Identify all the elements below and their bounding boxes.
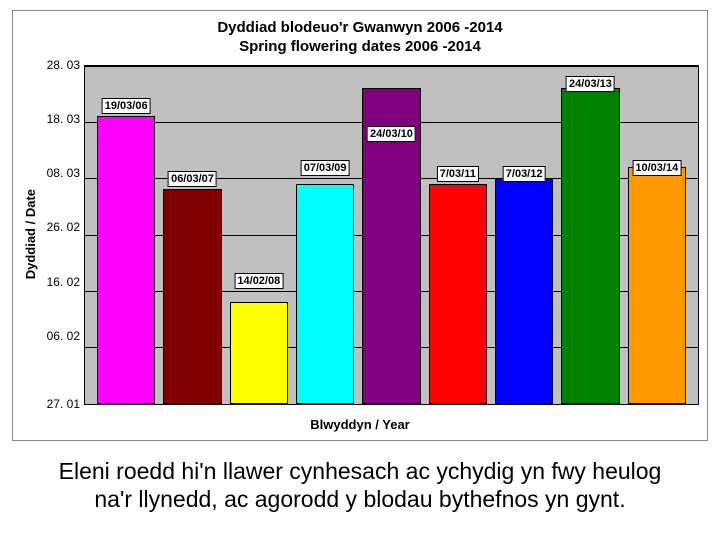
bar xyxy=(97,116,155,403)
bar-label: 07/03/09 xyxy=(301,160,350,176)
bar-label: 19/03/06 xyxy=(102,98,151,114)
chart-card: Dyddiad blodeuo'r Gwanwyn 2006 -2014 Spr… xyxy=(12,10,708,441)
chart-title: Dyddiad blodeuo'r Gwanwyn 2006 -2014 Spr… xyxy=(21,19,699,57)
y-tick: 27. 01 xyxy=(40,397,80,411)
y-tick: 28. 03 xyxy=(40,58,80,72)
bar-slot: 14/02/08 xyxy=(226,66,292,404)
bar-slot: 06/03/07 xyxy=(159,66,225,404)
chart-title-line2: Spring flowering dates 2006 -2014 xyxy=(239,38,481,55)
gridline xyxy=(85,404,698,405)
bar-slot: 7/03/11 xyxy=(425,66,491,404)
chart-plot: 19/03/06 06/03/07 14/02/08 07/03/09 24/03/10… xyxy=(84,65,699,405)
caption-line2: na'r llynedd, ac agorodd y blodau bythef… xyxy=(94,486,625,512)
bar-slot: 10/03/14 xyxy=(624,66,690,404)
y-tick: 16. 02 xyxy=(40,275,80,289)
bar xyxy=(495,178,553,403)
chart-body: Dyddiad / Date 28. 0318. 0308. 0326. 021… xyxy=(21,65,699,405)
chart-title-line1: Dyddiad blodeuo'r Gwanwyn 2006 -2014 xyxy=(217,19,502,36)
bar-label: 14/02/08 xyxy=(234,273,283,289)
bar-label: 06/03/07 xyxy=(168,171,217,187)
bar-slot: 07/03/09 xyxy=(292,66,358,404)
bar-slot: 19/03/06 xyxy=(93,66,159,404)
bar xyxy=(296,184,354,404)
bar xyxy=(429,184,487,404)
bar-slot: 24/03/10 xyxy=(358,66,424,404)
caption: Eleni roedd hi'n llawer cynhesach ac ych… xyxy=(12,457,708,515)
slide: Dyddiad blodeuo'r Gwanwyn 2006 -2014 Spr… xyxy=(0,0,720,540)
y-axis-ticks: 28. 0318. 0308. 0326. 0216. 0206. 0227. … xyxy=(40,65,84,405)
caption-line1: Eleni roedd hi'n llawer cynhesach ac ych… xyxy=(59,458,662,484)
chart-bars: 19/03/06 06/03/07 14/02/08 07/03/09 24/03/10… xyxy=(85,66,698,404)
y-tick: 26. 02 xyxy=(40,220,80,234)
bar-slot: 7/03/12 xyxy=(491,66,557,404)
y-tick: 18. 03 xyxy=(40,112,80,126)
y-axis-label: Dyddiad / Date xyxy=(21,189,40,279)
y-tick: 08. 03 xyxy=(40,166,80,180)
bar-label: 10/03/14 xyxy=(632,160,681,176)
x-axis-label: Blwyddyn / Year xyxy=(21,417,699,432)
bar xyxy=(163,189,221,403)
bar-label: 7/03/11 xyxy=(437,166,479,182)
bar xyxy=(628,167,686,404)
bar xyxy=(561,88,619,403)
bar-label: 24/03/10 xyxy=(367,126,416,142)
bar-slot: 24/03/13 xyxy=(557,66,623,404)
y-tick: 06. 02 xyxy=(40,329,80,343)
bar-label: 7/03/12 xyxy=(503,166,546,182)
bar xyxy=(230,302,288,403)
bar-label: 24/03/13 xyxy=(566,76,615,92)
